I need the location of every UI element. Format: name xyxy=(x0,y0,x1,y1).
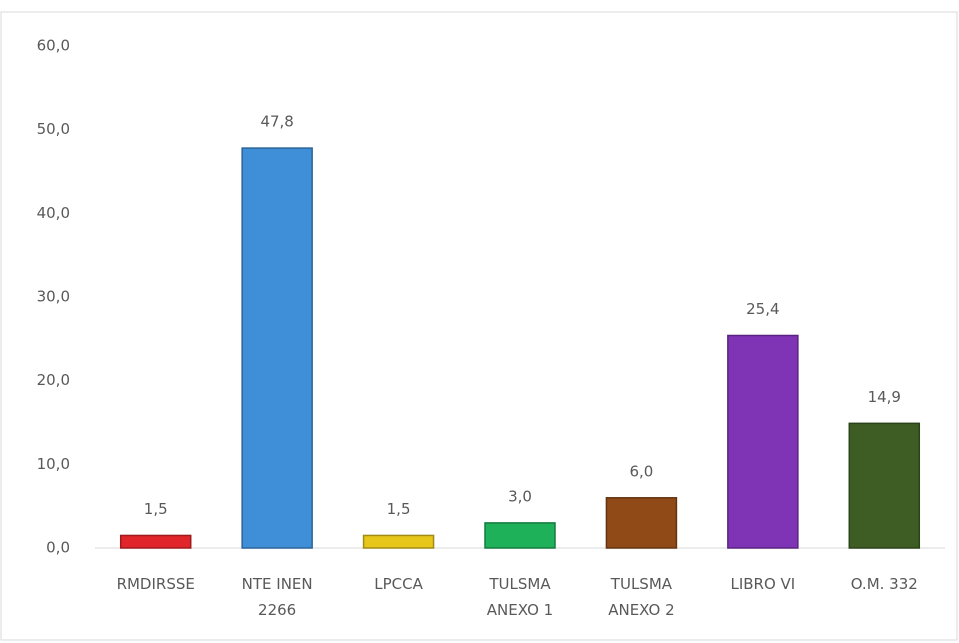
value-label: 1,5 xyxy=(144,500,168,518)
y-tick-label: 40,0 xyxy=(37,204,70,222)
y-tick-label: 10,0 xyxy=(37,455,70,473)
x-tick-label: LPCCA xyxy=(374,575,423,593)
x-tick-label: TULSMA ANEXO 2 xyxy=(608,575,674,619)
bar xyxy=(484,522,556,549)
value-label: 6,0 xyxy=(629,462,653,480)
bar xyxy=(605,497,678,549)
bar xyxy=(848,422,921,549)
y-tick-label: 0,0 xyxy=(46,539,70,557)
x-tick-label: LIBRO VI xyxy=(730,575,795,593)
value-label: 3,0 xyxy=(508,487,532,505)
x-tick-label: TULSMA ANEXO 1 xyxy=(487,575,553,619)
x-tick-label: RMDIRSSE xyxy=(117,575,195,593)
y-tick-label: 20,0 xyxy=(37,371,70,389)
x-tick-label: NTE INEN 2266 xyxy=(242,575,313,619)
value-label: 47,8 xyxy=(260,113,293,131)
bar xyxy=(727,334,799,549)
bar xyxy=(119,534,192,549)
y-tick-label: 60,0 xyxy=(37,37,70,55)
value-label: 25,4 xyxy=(746,300,779,318)
value-label: 1,5 xyxy=(387,500,411,518)
x-tick-label: O.M. 332 xyxy=(851,575,918,593)
y-tick-label: 30,0 xyxy=(37,288,70,306)
value-label: 14,9 xyxy=(868,388,901,406)
y-tick-label: 50,0 xyxy=(37,120,70,138)
bar xyxy=(241,147,313,549)
bar xyxy=(362,534,435,549)
